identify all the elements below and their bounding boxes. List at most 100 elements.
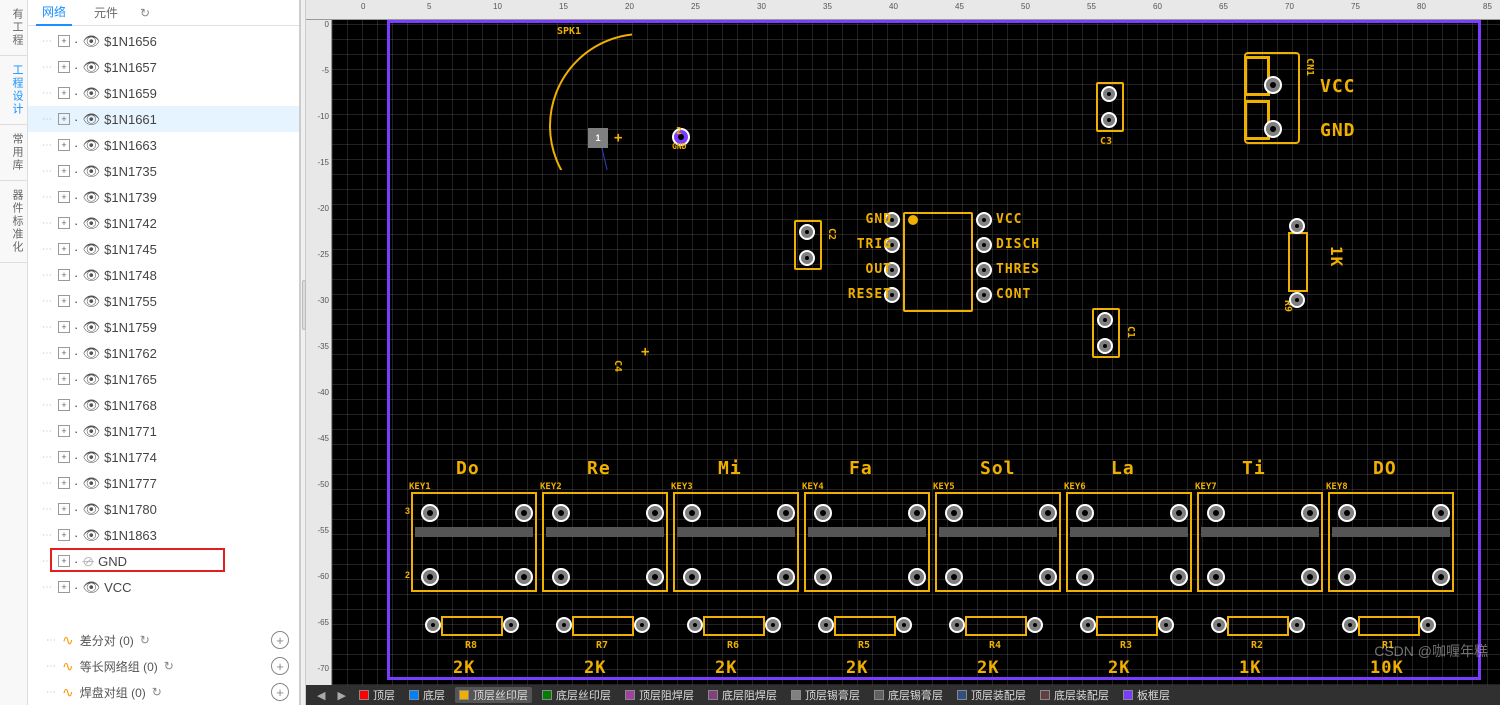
layer-顶层丝印层[interactable]: 顶层丝印层 bbox=[455, 687, 532, 703]
expand-icon[interactable]: + bbox=[58, 581, 70, 593]
net-row-$1N1863[interactable]: ⋯+·👁$1N1863 bbox=[28, 522, 299, 548]
visibility-icon[interactable]: 👁 bbox=[82, 501, 100, 518]
expand-icon[interactable]: + bbox=[58, 61, 70, 73]
expand-icon[interactable]: + bbox=[58, 191, 70, 203]
vtab-0[interactable]: 有工程 bbox=[0, 0, 27, 56]
visibility-icon[interactable]: 👁 bbox=[82, 33, 100, 50]
net-row-$1N1659[interactable]: ⋯+·👁$1N1659 bbox=[28, 80, 299, 106]
layer-顶层锡膏层[interactable]: 顶层锡膏层 bbox=[787, 687, 864, 703]
vtab-3[interactable]: 器件标准化 bbox=[0, 181, 27, 263]
expand-icon[interactable]: + bbox=[58, 35, 70, 47]
visibility-icon[interactable]: 👁 bbox=[82, 267, 100, 284]
net-row-VCC[interactable]: ⋯+·👁VCC bbox=[28, 574, 299, 600]
net-row-$1N1780[interactable]: ⋯+·👁$1N1780 bbox=[28, 496, 299, 522]
net-row-$1N1745[interactable]: ⋯+·👁$1N1745 bbox=[28, 236, 299, 262]
net-row-$1N1748[interactable]: ⋯+·👁$1N1748 bbox=[28, 262, 299, 288]
net-label: $1N1780 bbox=[104, 502, 157, 517]
layer-板框层[interactable]: 板框层 bbox=[1119, 687, 1174, 703]
net-row-GND[interactable]: ⋯+·⊘GND bbox=[28, 548, 299, 574]
net-row-$1N1663[interactable]: ⋯+·👁$1N1663 bbox=[28, 132, 299, 158]
net-row-$1N1739[interactable]: ⋯+·👁$1N1739 bbox=[28, 184, 299, 210]
expand-icon[interactable]: + bbox=[58, 399, 70, 411]
expand-icon[interactable]: + bbox=[58, 165, 70, 177]
expand-icon[interactable]: + bbox=[58, 243, 70, 255]
ic-label-l3: RESET bbox=[832, 287, 892, 302]
layer-nav-right[interactable]: ▶ bbox=[334, 689, 348, 702]
net-row-$1N1777[interactable]: ⋯+·👁$1N1777 bbox=[28, 470, 299, 496]
net-row-$1N1771[interactable]: ⋯+·👁$1N1771 bbox=[28, 418, 299, 444]
tree-list[interactable]: ⋯+·👁$1N1656⋯+·👁$1N1657⋯+·👁$1N1659⋯+·👁$1N… bbox=[28, 26, 299, 627]
expand-icon[interactable]: + bbox=[58, 217, 70, 229]
net-row-$1N1768[interactable]: ⋯+·👁$1N1768 bbox=[28, 392, 299, 418]
net-row-$1N1742[interactable]: ⋯+·👁$1N1742 bbox=[28, 210, 299, 236]
expand-icon[interactable]: + bbox=[58, 477, 70, 489]
net-row-$1N1762[interactable]: ⋯+·👁$1N1762 bbox=[28, 340, 299, 366]
visibility-icon[interactable]: 👁 bbox=[82, 527, 100, 544]
expand-icon[interactable]: + bbox=[58, 555, 70, 567]
add-icon[interactable]: + bbox=[271, 657, 289, 675]
visibility-icon[interactable]: 👁 bbox=[82, 241, 100, 258]
visibility-icon[interactable]: 👁 bbox=[82, 345, 100, 362]
visibility-icon[interactable]: 👁 bbox=[82, 475, 100, 492]
visibility-icon[interactable]: 👁 bbox=[82, 319, 100, 336]
layer-底层锡膏层[interactable]: 底层锡膏层 bbox=[870, 687, 947, 703]
pcb-canvas[interactable]: SPK1 bbox=[332, 20, 1500, 685]
visibility-icon[interactable]: ⊘ bbox=[82, 553, 94, 570]
visibility-icon[interactable]: 👁 bbox=[82, 423, 100, 440]
add-icon[interactable]: + bbox=[271, 631, 289, 649]
visibility-icon[interactable]: 👁 bbox=[82, 137, 100, 154]
layer-顶层阻焊层[interactable]: 顶层阻焊层 bbox=[621, 687, 698, 703]
tab-nets[interactable]: 网络 bbox=[36, 0, 72, 26]
expand-icon[interactable]: + bbox=[58, 321, 70, 333]
expand-icon[interactable]: + bbox=[58, 139, 70, 151]
ic-pad-r0 bbox=[976, 212, 992, 228]
add-icon[interactable]: + bbox=[271, 683, 289, 701]
net-row-$1N1765[interactable]: ⋯+·👁$1N1765 bbox=[28, 366, 299, 392]
vtab-1[interactable]: 工程设计 bbox=[0, 56, 27, 125]
ic-body bbox=[903, 212, 973, 312]
expand-icon[interactable]: + bbox=[58, 347, 70, 359]
layer-底层[interactable]: 底层 bbox=[405, 687, 449, 703]
net-label: $1N1771 bbox=[104, 424, 157, 439]
vtab-2[interactable]: 常用库 bbox=[0, 125, 27, 181]
visibility-icon[interactable]: 👁 bbox=[82, 449, 100, 466]
net-row-$1N1755[interactable]: ⋯+·👁$1N1755 bbox=[28, 288, 299, 314]
layer-nav-left[interactable]: ◀ bbox=[314, 689, 328, 702]
net-row-$1N1657[interactable]: ⋯+·👁$1N1657 bbox=[28, 54, 299, 80]
visibility-icon[interactable]: 👁 bbox=[82, 85, 100, 102]
visibility-icon[interactable]: 👁 bbox=[82, 293, 100, 310]
expand-icon[interactable]: + bbox=[58, 113, 70, 125]
visibility-icon[interactable]: 👁 bbox=[82, 215, 100, 232]
layer-顶层装配层[interactable]: 顶层装配层 bbox=[953, 687, 1030, 703]
refresh-icon[interactable]: ↻ bbox=[140, 6, 150, 20]
expand-icon[interactable]: + bbox=[58, 269, 70, 281]
visibility-icon[interactable]: 👁 bbox=[82, 371, 100, 388]
layer-底层装配层[interactable]: 底层装配层 bbox=[1036, 687, 1113, 703]
key-pad bbox=[421, 568, 439, 586]
expand-icon[interactable]: + bbox=[58, 87, 70, 99]
expand-icon[interactable]: + bbox=[58, 503, 70, 515]
expand-icon[interactable]: + bbox=[58, 529, 70, 541]
expand-icon[interactable]: + bbox=[58, 373, 70, 385]
footer-group[interactable]: ⋯∿差分对 (0)↻+ bbox=[28, 627, 299, 653]
visibility-icon[interactable]: 👁 bbox=[82, 189, 100, 206]
layer-顶层[interactable]: 顶层 bbox=[355, 687, 399, 703]
net-row-$1N1774[interactable]: ⋯+·👁$1N1774 bbox=[28, 444, 299, 470]
layer-底层阻焊层[interactable]: 底层阻焊层 bbox=[704, 687, 781, 703]
visibility-icon[interactable]: 👁 bbox=[82, 163, 100, 180]
net-row-$1N1661[interactable]: ⋯+·👁$1N1661 bbox=[28, 106, 299, 132]
net-row-$1N1656[interactable]: ⋯+·👁$1N1656 bbox=[28, 28, 299, 54]
footer-group[interactable]: ⋯∿焊盘对组 (0)↻+ bbox=[28, 679, 299, 705]
visibility-icon[interactable]: 👁 bbox=[82, 397, 100, 414]
tab-components[interactable]: 元件 bbox=[88, 0, 124, 25]
expand-icon[interactable]: + bbox=[58, 425, 70, 437]
net-row-$1N1735[interactable]: ⋯+·👁$1N1735 bbox=[28, 158, 299, 184]
footer-group[interactable]: ⋯∿等长网络组 (0)↻+ bbox=[28, 653, 299, 679]
layer-底层丝印层[interactable]: 底层丝印层 bbox=[538, 687, 615, 703]
expand-icon[interactable]: + bbox=[58, 295, 70, 307]
net-row-$1N1759[interactable]: ⋯+·👁$1N1759 bbox=[28, 314, 299, 340]
visibility-icon[interactable]: 👁 bbox=[82, 111, 100, 128]
expand-icon[interactable]: + bbox=[58, 451, 70, 463]
visibility-icon[interactable]: 👁 bbox=[82, 579, 100, 596]
visibility-icon[interactable]: 👁 bbox=[82, 59, 100, 76]
